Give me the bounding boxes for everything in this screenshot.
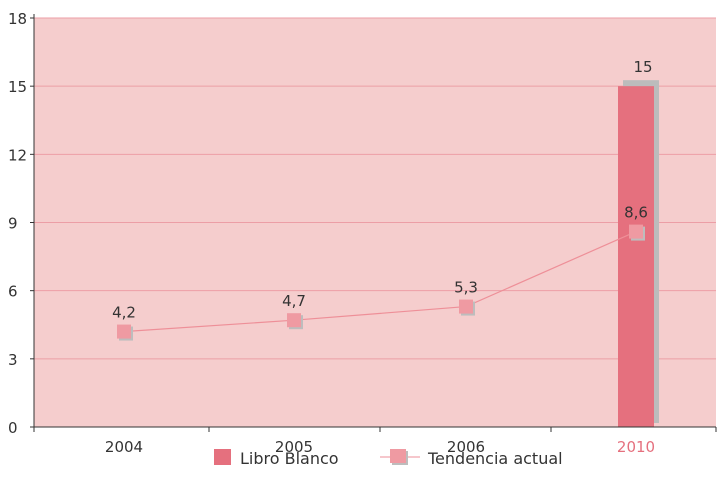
point-data-label: 5,3 (454, 279, 478, 297)
x-axis-ticks: 2004 2005 2006 2010 (33, 427, 717, 456)
x-tick-label: 2010 (617, 438, 655, 456)
gridlines (34, 17, 716, 360)
x-tick-label: 2004 (105, 438, 143, 456)
legend-bar-swatch (214, 449, 231, 465)
bar-series: 15 (618, 58, 659, 428)
x-tick-label: 2005 (275, 438, 313, 456)
legend-bar-label: Libro Blanco (240, 449, 339, 468)
point-data-label: 8,6 (624, 204, 648, 222)
legend-line-label: Tendencia actual (427, 449, 563, 468)
y-tick-label: 6 (8, 283, 18, 301)
y-tick-label: 9 (8, 215, 18, 233)
bar (618, 86, 654, 428)
x-tick-label: 2006 (447, 438, 485, 456)
legend-line-marker (390, 449, 406, 463)
bar-data-label: 15 (633, 58, 652, 76)
y-tick-label: 3 (8, 351, 18, 369)
y-tick-label: 15 (8, 78, 27, 96)
y-axis-ticks: 0 3 6 9 12 15 18 (8, 10, 34, 437)
point-marker (287, 313, 301, 328)
series-line (123, 231, 637, 333)
point-data-label: 4,2 (112, 304, 136, 322)
point-data-label: 4,7 (282, 292, 306, 310)
axes (33, 14, 716, 428)
line-series: 4,2 4,7 5,3 8,6 (112, 204, 648, 341)
y-tick-label: 0 (8, 419, 18, 437)
point-marker (117, 324, 131, 339)
point-marker (629, 224, 643, 239)
y-tick-label: 12 (8, 146, 27, 164)
legend: Libro Blanco Tendencia actual (214, 449, 563, 468)
point-marker (459, 299, 473, 314)
y-tick-label: 18 (8, 10, 27, 28)
